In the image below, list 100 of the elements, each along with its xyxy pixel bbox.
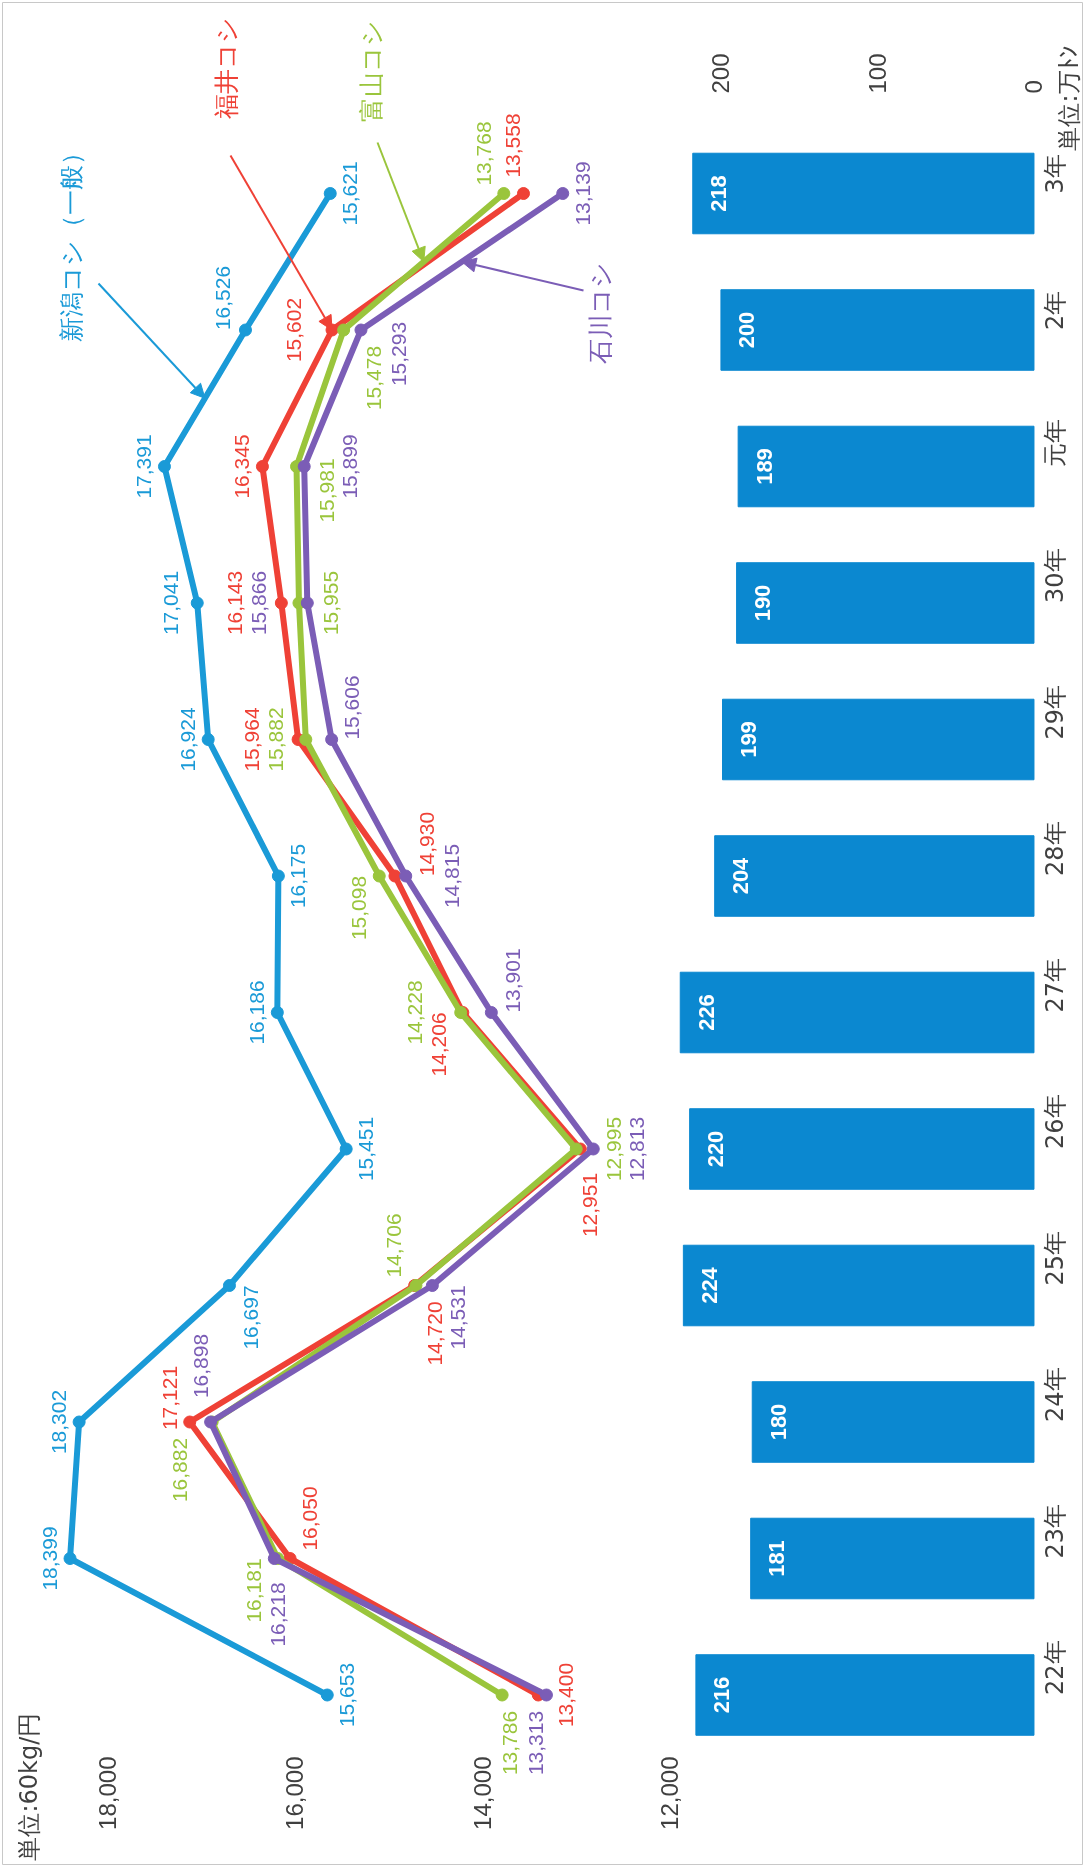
point (425, 1279, 439, 1292)
point (274, 596, 288, 610)
point (238, 323, 252, 337)
data-label: 220 (703, 1130, 729, 1168)
data-label: 18,302 (47, 1389, 71, 1455)
data-label: 204 (728, 856, 754, 895)
y-tick-label: 27年 (1040, 957, 1069, 1013)
data-label: 12,951 (578, 1172, 602, 1238)
point (495, 1688, 509, 1702)
x-tick-label: 14,000 (468, 1756, 496, 1830)
point (271, 869, 285, 883)
text: 富山コシ (357, 19, 386, 122)
y-tick-label: 22年 (1040, 1640, 1069, 1695)
point (484, 1006, 498, 1019)
data-label: 18,399 (38, 1526, 62, 1591)
data-label: 13,901 (501, 948, 525, 1013)
data-label: 15,882 (263, 707, 287, 772)
point (399, 869, 413, 883)
point (320, 1688, 334, 1702)
data-label: 14,531 (446, 1285, 470, 1350)
point (556, 187, 570, 200)
data-label: 16,898 (188, 1333, 212, 1399)
y-tick-label: 3年 (1040, 154, 1069, 194)
data-label: 16,924 (176, 707, 200, 772)
data-label: 16,143 (223, 570, 247, 636)
point (300, 596, 314, 610)
point (339, 1142, 353, 1156)
text: 石川コシ (586, 261, 615, 364)
point (72, 1415, 86, 1429)
data-label: 15,098 (347, 875, 371, 941)
x-tick-label: 18,000 (93, 1756, 121, 1830)
point (267, 1552, 281, 1565)
data-label: 15,981 (314, 458, 338, 523)
point (190, 596, 204, 610)
point (372, 869, 386, 883)
data-label: 180 (765, 1403, 791, 1441)
data-label: 14,206 (426, 1012, 450, 1077)
point (539, 1688, 553, 1702)
data-label: 16,882 (168, 1437, 192, 1503)
x2-tick-label: 0 (1020, 80, 1048, 94)
data-label: 16,181 (241, 1558, 265, 1623)
point (297, 460, 311, 473)
point (388, 869, 402, 883)
data-label: 16,186 (245, 980, 269, 1045)
point (299, 733, 313, 746)
data-label: 13,558 (501, 113, 525, 178)
data-label: 190 (750, 584, 776, 622)
point (569, 1142, 583, 1156)
text: 福井コシ (212, 16, 241, 119)
x-tick-label: 12,000 (655, 1756, 683, 1830)
data-label: 15,293 (386, 321, 410, 387)
data-label: 15,955 (318, 570, 342, 636)
point (325, 733, 339, 746)
data-label: 226 (693, 994, 719, 1031)
data-label: 17,391 (132, 434, 156, 499)
x2-tick-label: 200 (707, 53, 735, 94)
data-label: 224 (696, 1266, 722, 1304)
y-tick-label: 30年 (1040, 548, 1069, 603)
point (354, 323, 368, 337)
data-label: 15,621 (338, 161, 362, 226)
data-label: 15,653 (335, 1662, 359, 1728)
point (323, 187, 337, 200)
point (497, 187, 511, 200)
data-label: 13,313 (524, 1710, 548, 1776)
data-label: 15,602 (282, 297, 306, 363)
data-label: 13,139 (570, 161, 594, 226)
annotation: 単位:60kg/円 (14, 1712, 43, 1861)
point (255, 460, 269, 473)
data-label: 13,400 (554, 1662, 578, 1728)
x-tick-label: 16,000 (281, 1756, 309, 1830)
data-label: 15,606 (339, 675, 363, 740)
y-tick-label: 2年 (1040, 290, 1069, 330)
data-label: 15,866 (247, 570, 271, 636)
y-tick-label: 25年 (1040, 1230, 1069, 1286)
data-label: 16,345 (230, 434, 254, 499)
y-tick-label: 28年 (1040, 821, 1069, 876)
data-label: 181 (764, 1540, 790, 1577)
data-label: 13,786 (498, 1710, 522, 1776)
data-label: 16,175 (286, 843, 310, 909)
point (63, 1552, 77, 1565)
point (337, 323, 351, 337)
data-label: 12,995 (602, 1116, 626, 1182)
data-label: 16,697 (239, 1285, 263, 1350)
x2-tick-label: 100 (863, 53, 891, 94)
data-label: 218 (706, 175, 732, 212)
y-tick-label: 23年 (1040, 1503, 1069, 1559)
point (586, 1142, 600, 1156)
data-label: 16,218 (266, 1582, 290, 1647)
data-label: 17,121 (157, 1365, 181, 1431)
text: 新潟コシ（一般） (57, 139, 86, 342)
y-tick-label: 29年 (1040, 684, 1069, 740)
y-tick-label: 24年 (1040, 1367, 1069, 1422)
data-label: 14,720 (422, 1301, 446, 1366)
data-label: 200 (734, 311, 760, 349)
data-label: 13,768 (471, 121, 495, 186)
data-label: 15,964 (240, 707, 264, 772)
data-label: 16,526 (211, 265, 235, 331)
data-label: 14,706 (381, 1213, 405, 1278)
point (183, 1415, 197, 1429)
data-label: 16,050 (298, 1486, 322, 1551)
